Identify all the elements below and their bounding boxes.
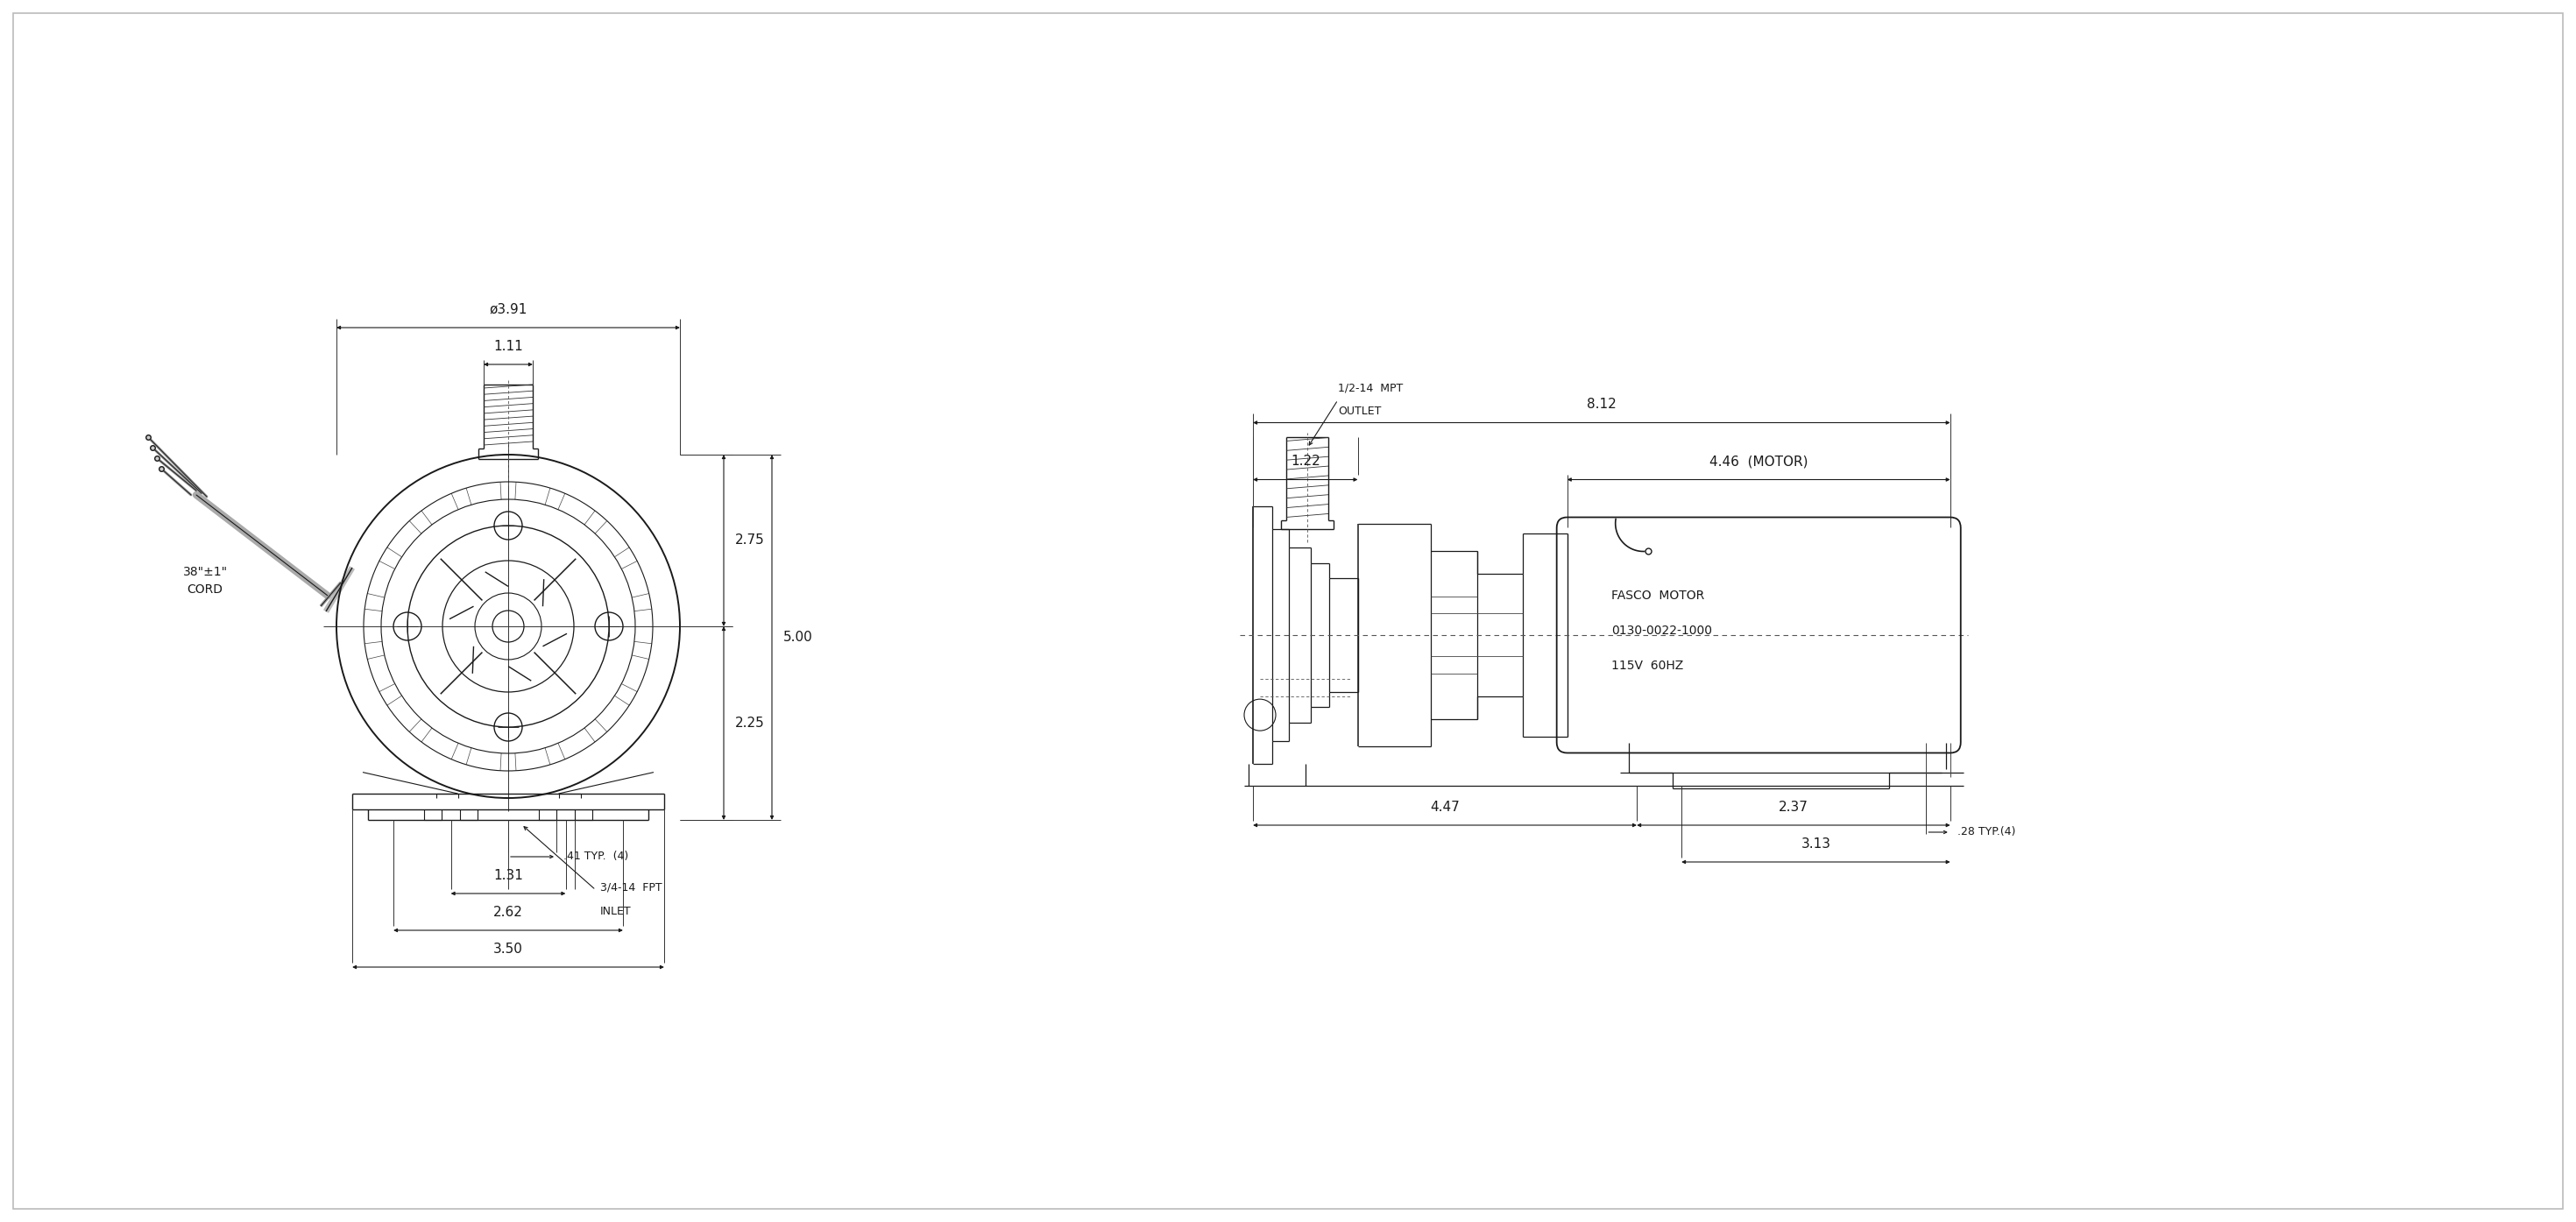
Text: FASCO  MOTOR: FASCO MOTOR [1610,589,1705,601]
Text: 2.37: 2.37 [1777,800,1808,814]
Text: 3.13: 3.13 [1801,837,1832,851]
Text: INLET: INLET [600,906,631,918]
Text: 2.75: 2.75 [734,534,765,547]
Text: 2.25: 2.25 [734,716,765,730]
Text: 1.31: 1.31 [495,869,523,882]
Text: 1.22: 1.22 [1291,455,1319,468]
Text: 1/2-14  MPT: 1/2-14 MPT [1337,382,1404,393]
Text: OUTLET: OUTLET [1337,406,1381,418]
Text: 5.00: 5.00 [783,631,814,644]
Text: ø3.91: ø3.91 [489,303,528,316]
Text: 8.12: 8.12 [1587,398,1615,412]
Text: .28 TYP.(4): .28 TYP.(4) [1958,826,2014,838]
Text: 4.47: 4.47 [1430,800,1461,814]
Text: .41 TYP.  (4): .41 TYP. (4) [564,851,629,863]
Text: 3.50: 3.50 [495,942,523,956]
Text: 4.46  (MOTOR): 4.46 (MOTOR) [1710,455,1808,468]
Text: 1.11: 1.11 [495,340,523,353]
Text: 3/4-14  FPT: 3/4-14 FPT [600,881,662,892]
Text: CORD: CORD [188,583,224,595]
Text: 38"±1": 38"±1" [183,566,227,578]
Text: 0130-0022-1000: 0130-0022-1000 [1610,624,1713,637]
Text: 115V  60HZ: 115V 60HZ [1610,660,1682,672]
Text: 2.62: 2.62 [495,906,523,919]
